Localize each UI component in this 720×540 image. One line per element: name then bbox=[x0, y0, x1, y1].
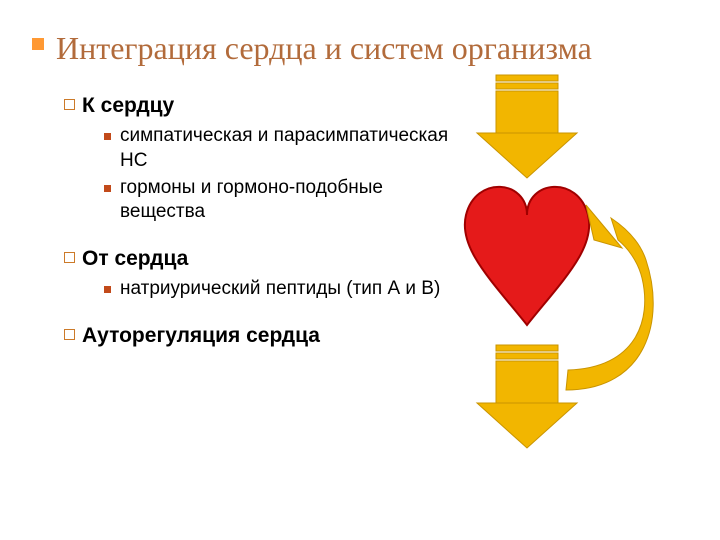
sub-list-item: симпатическая и парасимпатическая НС bbox=[104, 124, 456, 173]
arrow-top-icon bbox=[477, 75, 577, 178]
list-item: К сердцу симпатическая и парасимпатическ… bbox=[64, 92, 456, 225]
graphic-column bbox=[456, 88, 680, 370]
sub-list: симпатическая и парасимпатическая НС гор… bbox=[64, 124, 456, 225]
sub-list-item: натриурический пептиды (тип А и В) bbox=[104, 277, 456, 302]
arrow-bottom-icon bbox=[477, 345, 577, 448]
text-column: К сердцу симпатическая и парасимпатическ… bbox=[56, 88, 456, 370]
list-item: Ауторегуляция сердца bbox=[64, 322, 456, 350]
list-item: От сердца натриурический пептиды (тип А … bbox=[64, 245, 456, 302]
bullet-heading: К сердцу bbox=[64, 92, 456, 120]
title-accent-square bbox=[32, 38, 44, 50]
heart-arrows-diagram bbox=[436, 70, 696, 490]
sub-list: натриурический пептиды (тип А и В) bbox=[64, 277, 456, 302]
bullet-heading: От сердца bbox=[64, 245, 456, 273]
slide: Интеграция сердца и систем организма К с… bbox=[0, 0, 720, 540]
bullet-heading: Ауторегуляция сердца bbox=[64, 322, 456, 350]
slide-title: Интеграция сердца и систем организма bbox=[56, 28, 680, 68]
heart-icon bbox=[465, 187, 589, 325]
sub-list-item: гормоны и гормоно-подобные вещества bbox=[104, 176, 456, 225]
bullet-list: К сердцу симпатическая и парасимпатическ… bbox=[56, 92, 456, 350]
content-row: К сердцу симпатическая и парасимпатическ… bbox=[56, 88, 680, 370]
